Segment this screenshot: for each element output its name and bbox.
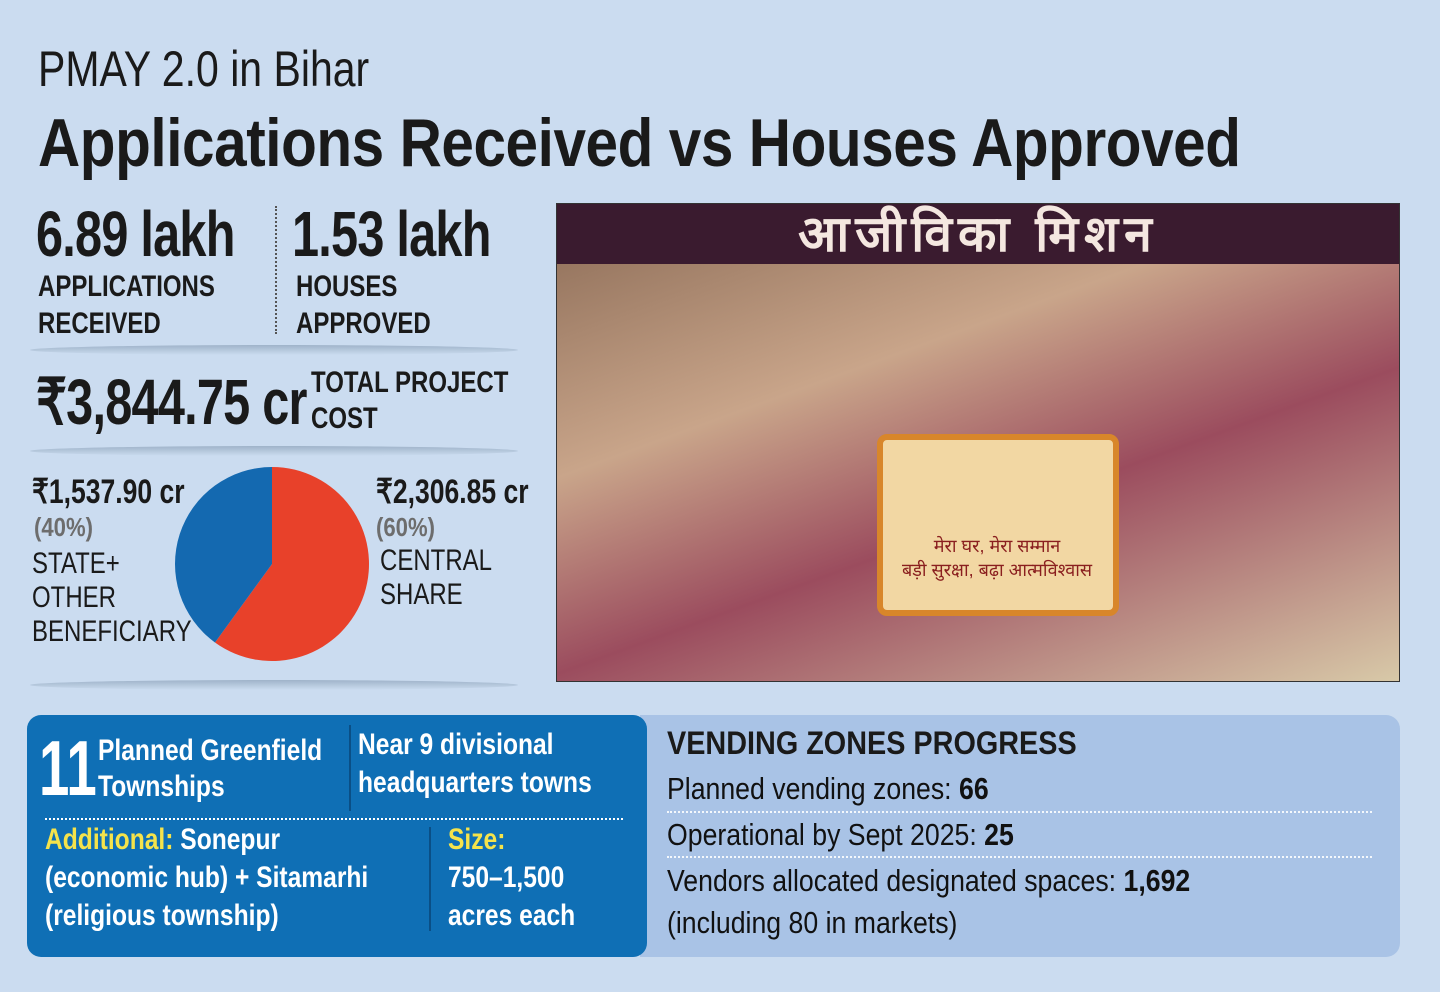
state-value-label: ₹1,537.90 cr [32, 473, 185, 511]
additional-row-1: Additional: Sonepur [45, 822, 280, 858]
vending-planned-row: Planned vending zones: 66 [667, 767, 989, 811]
central-value-label: ₹2,306.85 cr [376, 473, 529, 511]
additional-key: Additional: [45, 823, 174, 856]
houses-label-1: HOUSES [296, 270, 398, 303]
total-cost-label-2: COST [311, 402, 378, 435]
houses-label-2: APPROVED [296, 307, 431, 340]
vending-vendors-value: 1,692 [1123, 863, 1191, 898]
photo-banner: आजीविका मिशन [557, 204, 1399, 264]
vending-planned-label: Planned vending zones: [667, 771, 960, 806]
total-cost-label-1: TOTAL PROJECT [311, 366, 509, 399]
house-sign-text: मेरा घर, मेरा सम्मान बड़ी सुरक्षा, बढ़ा … [887, 534, 1107, 582]
applications-label-1: APPLICATIONS [38, 270, 215, 303]
additional-row-3: (religious township) [45, 899, 279, 932]
additional-text-1: Sonepur [173, 823, 281, 856]
vending-vendors-row: Vendors allocated designated spaces: 1,6… [667, 859, 1190, 903]
township-label-2: Townships [98, 770, 225, 803]
vending-planned-value: 66 [959, 771, 989, 806]
pie-slice-state [175, 467, 272, 643]
township-label-1: Planned Greenfield [98, 734, 323, 767]
vending-zones-box: VENDING ZONES PROGRESS Planned vending z… [640, 715, 1400, 957]
box-divider [429, 827, 431, 931]
additional-row-2: (economic hub) + Sitamarhi [45, 861, 369, 894]
size-key: Size: [448, 823, 506, 856]
section-separator [30, 345, 518, 355]
vending-vendors-label: Vendors allocated designated spaces: [667, 863, 1124, 898]
near-towns-1: Near 9 divisional [358, 728, 554, 761]
box-divider [349, 725, 351, 811]
house-sign-line-2: बड़ी सुरक्षा, बढ़ा आत्मविश्वास [901, 560, 1093, 580]
pie-chart [175, 467, 369, 661]
townships-box: 11 Planned Greenfield Townships Near 9 d… [27, 715, 647, 957]
applications-label-2: RECEIVED [38, 307, 161, 340]
row-divider [667, 856, 1372, 858]
vending-operational-value: 25 [984, 817, 1014, 852]
house-sign-line-1: मेरा घर, मेरा सम्मान [933, 536, 1061, 556]
vending-operational-row: Operational by Sept 2025: 25 [667, 813, 1014, 857]
headline: Applications Received vs Houses Approved [38, 105, 1241, 181]
total-cost-value: ₹3,844.75 cr [36, 366, 307, 438]
row-divider [667, 811, 1372, 813]
houses-value: 1.53 lakh [292, 198, 491, 270]
row-divider [45, 818, 623, 820]
size-text-1: 750–1,500 [448, 861, 565, 894]
vending-vendors-note: (including 80 in markets) [667, 905, 958, 940]
township-count: 11 [39, 724, 97, 812]
house-key-sign [877, 434, 1119, 616]
vending-operational-label: Operational by Sept 2025: [667, 817, 985, 852]
near-towns-2: headquarters towns [358, 766, 592, 799]
event-photo: आजीविका मिशन मेरा घर, मेरा सम्मान बड़ी स… [556, 203, 1400, 682]
kicker-title: PMAY 2.0 in Bihar [38, 41, 370, 97]
applications-value: 6.89 lakh [36, 198, 235, 270]
stats-divider [275, 206, 277, 334]
central-percent-label: (60%) [376, 512, 435, 542]
pie-slice-central [214, 467, 369, 661]
section-separator [30, 680, 518, 690]
state-percent-label: (40%) [34, 512, 93, 542]
section-separator [30, 446, 518, 456]
central-share-label: CENTRAL SHARE [380, 544, 493, 611]
size-text-2: acres each [448, 899, 576, 932]
state-share-label: STATE+ OTHER BENEFICIARY [32, 547, 192, 648]
vending-title: VENDING ZONES PROGRESS [667, 725, 1077, 761]
